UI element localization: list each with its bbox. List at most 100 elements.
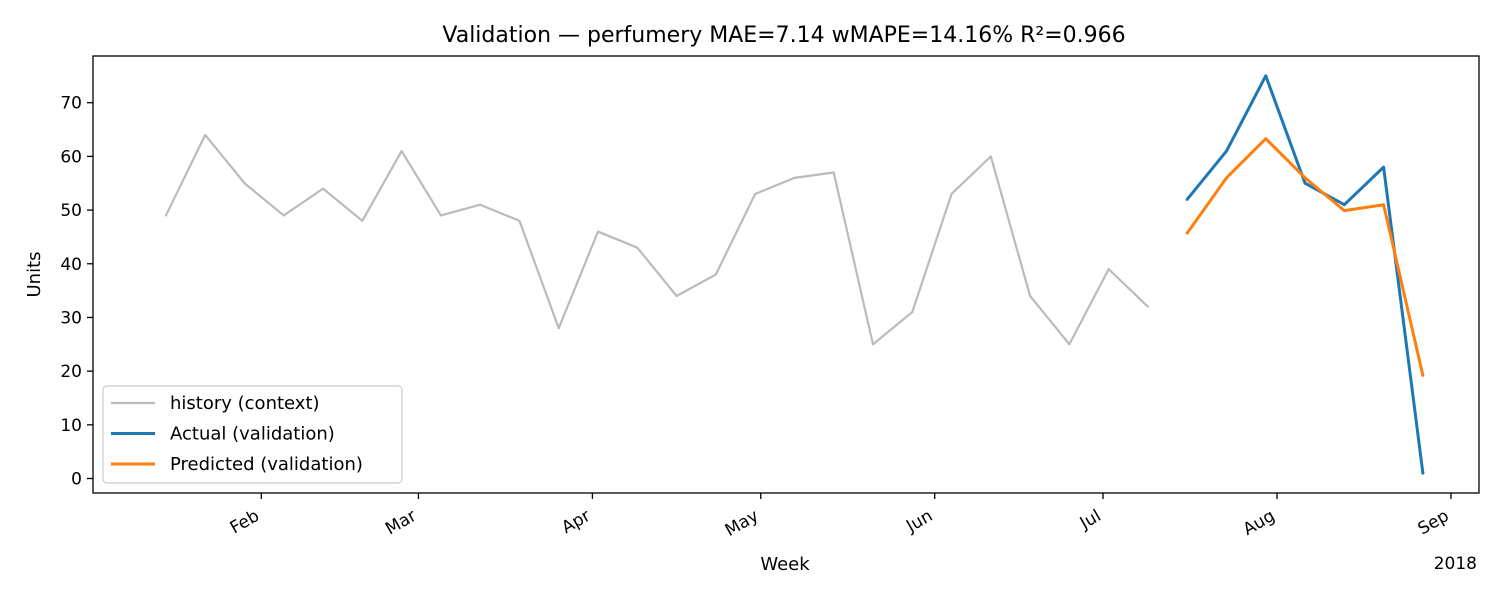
data-point [204, 133, 207, 137]
series-segment [754, 176, 795, 195]
series-segment [1029, 295, 1071, 345]
series-segment [1225, 75, 1268, 152]
data-point [1028, 294, 1032, 298]
x-tick-label: Feb [227, 506, 263, 538]
series-segment [1344, 203, 1384, 213]
series-segment [243, 182, 285, 217]
data-point [832, 171, 835, 174]
data-point [596, 230, 600, 233]
data-point [871, 343, 875, 346]
data-point [636, 246, 639, 249]
data-point [1185, 197, 1189, 201]
chart-title: Validation — perfumery MAE=7.14 wMAPE=14… [442, 23, 1125, 48]
data-point [1224, 176, 1228, 180]
legend-entry: history (context) [170, 393, 320, 414]
data-point [1382, 165, 1386, 169]
x-tick-label: Mar [382, 506, 420, 539]
legend: history (context) Actual (validation) Pred… [102, 385, 403, 484]
data-point [164, 214, 168, 217]
series-segment [1264, 75, 1307, 184]
series-segment [1264, 137, 1307, 179]
y-tick-label: 30 [60, 308, 82, 328]
y-tick-label: 40 [60, 255, 82, 275]
series-segment [479, 203, 520, 222]
data-point [989, 155, 992, 158]
data-point [754, 192, 757, 196]
legend-entry: Predicted (validation) [170, 454, 363, 475]
series-segment [1186, 150, 1228, 201]
series-segment [872, 311, 913, 346]
series-segment [1304, 176, 1346, 212]
series-2 [1185, 74, 1425, 475]
series-segment [832, 172, 875, 345]
series-segment [1185, 176, 1228, 235]
data-point [439, 214, 443, 217]
y-axis: 0 10 20 30 40 50 60 70 [60, 94, 93, 490]
series-segment [440, 203, 481, 217]
data-point [243, 182, 246, 185]
y-tick-label: 70 [60, 94, 82, 114]
data-point [1421, 373, 1425, 377]
data-point [1342, 203, 1346, 207]
series-segment [204, 134, 246, 184]
series-segment [518, 220, 560, 329]
data-point [361, 219, 364, 222]
series-segment [636, 246, 678, 297]
x-tick-label: Aug [1240, 506, 1279, 540]
data-point [1146, 305, 1150, 308]
series-segment [714, 193, 757, 275]
plot-area [92, 55, 1480, 494]
series-segment [557, 231, 600, 329]
x-axis: Feb Mar Apr May Jun Jul Aug Sep [227, 493, 1453, 541]
y-axis-label: Units [24, 251, 45, 297]
legend-box [102, 385, 403, 484]
series-segment [676, 273, 717, 297]
series-segment [322, 187, 364, 222]
y-tick-label: 0 [71, 470, 82, 490]
data-point [400, 149, 403, 153]
series-segment [164, 134, 207, 216]
x-tick-label: May [722, 506, 762, 541]
series-segment [1068, 268, 1110, 345]
series-segment [989, 156, 1032, 297]
x-tick-label: Apr [558, 506, 593, 538]
series-segment [1382, 204, 1425, 376]
x-tick-label: Jul [1076, 506, 1105, 534]
y-tick-label: 50 [60, 201, 82, 221]
data-point [911, 310, 914, 314]
x-tick-label: Sep [1415, 506, 1453, 539]
data-point [557, 327, 560, 330]
data-point [1342, 209, 1346, 213]
data-point [714, 273, 717, 276]
x-tick-label: Jun [902, 506, 936, 537]
series-segment [400, 150, 442, 217]
series-segment [911, 193, 953, 313]
data-point [1303, 181, 1307, 185]
series-3 [1185, 137, 1425, 377]
data-point [1303, 176, 1307, 180]
y-tick-label: 10 [60, 416, 82, 436]
series-segment [1107, 268, 1149, 308]
data-point [675, 294, 678, 298]
series-segment [1343, 166, 1385, 206]
series-segment [1382, 166, 1425, 474]
data-point [793, 176, 796, 179]
data-point [1107, 268, 1110, 271]
data-point [321, 187, 325, 190]
data-point [1264, 137, 1268, 141]
x-axis-label: Week [760, 554, 810, 575]
series-1 [164, 133, 1150, 346]
series-layer [164, 74, 1425, 475]
legend-entry: Actual (validation) [170, 424, 335, 445]
x-axis-year-label: 2018 [1434, 554, 1477, 574]
data-point [1068, 343, 1071, 346]
y-tick-label: 20 [60, 362, 82, 382]
data-point [1421, 471, 1425, 475]
data-point [282, 214, 285, 217]
series-segment [361, 150, 403, 222]
data-point [518, 219, 521, 222]
data-point [1264, 74, 1268, 78]
series-segment [794, 171, 834, 179]
series-segment [597, 230, 638, 249]
